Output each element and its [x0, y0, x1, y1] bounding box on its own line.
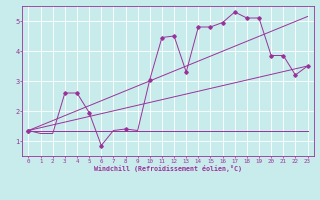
X-axis label: Windchill (Refroidissement éolien,°C): Windchill (Refroidissement éolien,°C)	[94, 165, 242, 172]
